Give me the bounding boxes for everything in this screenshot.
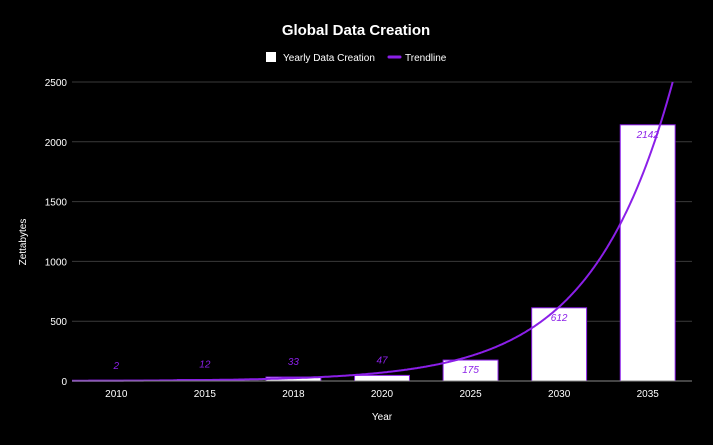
data-labels: 2 12 33 47 175 612 2142 (113, 130, 660, 376)
trendline (72, 81, 674, 382)
y-axis-ticks: 0 500 1000 1500 2000 2500 (45, 78, 68, 388)
x-axis-ticks: 2010 2015 2018 2020 2025 2030 2035 (105, 389, 659, 400)
x-tick-label: 2010 (105, 389, 128, 400)
y-tick-label: 500 (50, 317, 67, 328)
legend-bar-label: Yearly Data Creation (283, 53, 375, 64)
data-label-2018: 33 (288, 357, 300, 368)
data-label-2015: 12 (199, 360, 211, 371)
data-label-2010: 2 (113, 361, 120, 372)
legend-bar-swatch (266, 52, 276, 62)
x-tick-label: 2030 (548, 389, 571, 400)
data-label-2020: 47 (376, 355, 388, 366)
bar-2020 (354, 374, 410, 382)
data-label-2025: 175 (462, 365, 479, 376)
y-axis-title: Zettabytes (18, 219, 29, 266)
legend-trendline-label: Trendline (405, 53, 447, 64)
x-tick-label: 2035 (637, 389, 660, 400)
y-tick-label: 2500 (45, 78, 68, 89)
chart-title: Global Data Creation (282, 22, 430, 39)
x-tick-label: 2018 (282, 389, 305, 400)
x-tick-label: 2015 (194, 389, 217, 400)
y-tick-label: 1500 (45, 198, 68, 209)
x-axis-title: Year (372, 412, 393, 423)
legend: Yearly Data Creation Trendline (266, 52, 447, 64)
x-tick-label: 2025 (459, 389, 482, 400)
x-tick-label: 2020 (371, 389, 394, 400)
bar-2030 (531, 307, 588, 382)
data-label-2035: 2142 (636, 130, 660, 141)
bars (88, 124, 676, 382)
gridlines (72, 81, 692, 322)
y-tick-label: 0 (61, 377, 67, 388)
y-tick-label: 2000 (45, 138, 68, 149)
bar-2035 (619, 124, 676, 382)
data-label-2030: 612 (551, 313, 568, 324)
y-tick-label: 1000 (45, 257, 68, 268)
